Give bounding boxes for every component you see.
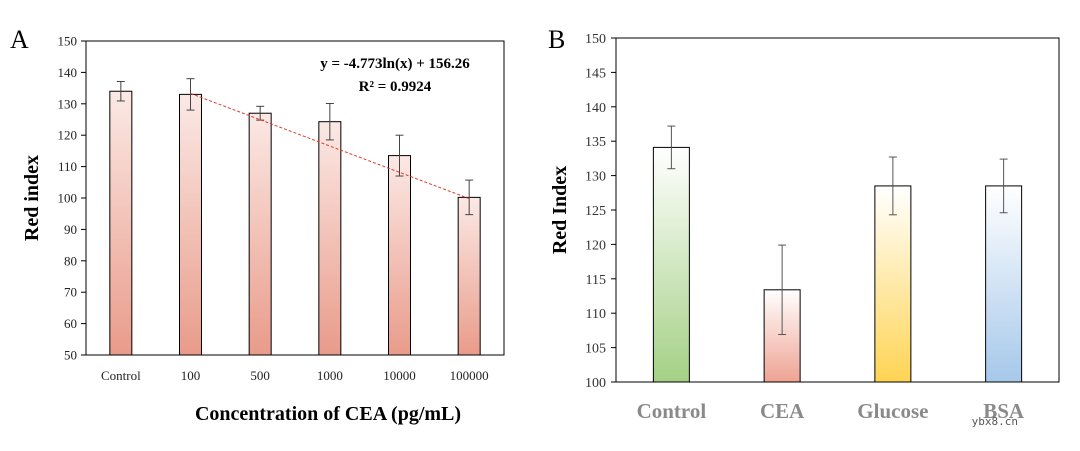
chart-panel-b: B 100 105 110 115 120 125 130 135 140 145 150 Cont… [548,25,1060,423]
x-tick-label: Control [637,399,707,423]
y-tick-label: 150 [585,32,606,47]
y-axis-a-title: Red index [21,155,43,241]
y-axis-b: 100 105 110 115 120 125 130 135 140 145 150 [585,32,616,391]
panel-a-label: A [10,25,29,54]
bar [179,93,202,356]
error-bar [325,102,334,141]
error-bar [778,244,787,336]
bar [318,121,342,356]
error-bar [888,156,897,216]
panel-b-label: B [548,25,565,54]
x-tick-label: 1000 [317,368,343,383]
y-tick-label: 130 [58,96,78,111]
y-tick-label: 120 [585,238,606,253]
y-tick-label: 125 [585,204,606,219]
y-tick-label: 60 [64,316,77,331]
bar [109,90,133,356]
error-bar [395,134,404,177]
y-axis-b-title: Red Index [549,166,571,254]
y-tick-label: 80 [64,253,77,268]
x-tick-label: CEA [760,399,805,423]
plot-area-a [85,40,505,356]
y-tick-label: 70 [64,285,77,300]
y-tick-label: 150 [58,34,78,49]
y-tick-label: 145 [585,66,606,81]
error-bar [256,105,265,121]
y-tick-label: 110 [58,159,77,174]
bar [388,155,411,356]
y-tick-label: 50 [64,348,77,363]
error-bar [999,158,1008,214]
x-tick-label: 500 [250,368,270,383]
x-tick-label: 100 [181,368,201,383]
bar [985,185,1023,383]
bar [874,185,912,383]
chart-panel-a: A 50 60 70 80 90 100 110 120 130 140 150 Control 10… [10,25,505,425]
x-tick-label: Control [101,368,141,383]
y-tick-label: 140 [585,101,606,116]
y-tick-label: 100 [585,376,606,391]
y-axis-a: 50 60 70 80 90 100 110 120 130 140 150 [58,34,86,363]
y-tick-label: 110 [586,307,606,322]
y-tick-label: 100 [58,191,78,206]
y-tick-label: 115 [586,273,606,288]
bar [248,112,272,356]
x-axis-a: Control 100 500 1000 10000 100000 [101,368,489,383]
trendline-equation: y = -4.773ln(x) + 156.26 [320,56,470,72]
bar [652,146,690,383]
x-tick-label: 10000 [383,368,416,383]
y-tick-label: 130 [585,170,606,185]
error-bar [667,125,676,170]
bars-a [109,78,481,356]
error-bar [116,81,125,102]
watermark: ybx8.cn [972,415,1018,428]
error-bar [186,78,195,111]
y-tick-label: 105 [585,342,606,357]
x-tick-label: BSA [983,399,1025,423]
x-tick-label: 100000 [450,368,489,383]
trendline-r2: R² = 0.9924 [359,79,432,95]
y-tick-label: 140 [58,65,78,80]
bar [457,196,481,356]
x-tick-label: Glucose [857,399,928,423]
x-axis-a-title: Concentration of CEA (pg/mL) [195,403,461,425]
y-tick-label: 90 [64,222,77,237]
error-bar [465,179,474,216]
x-axis-b: Control CEA Glucose BSA [637,399,1025,423]
y-tick-label: 135 [585,135,606,150]
y-tick-label: 120 [58,128,78,143]
bars-b [652,125,1023,383]
